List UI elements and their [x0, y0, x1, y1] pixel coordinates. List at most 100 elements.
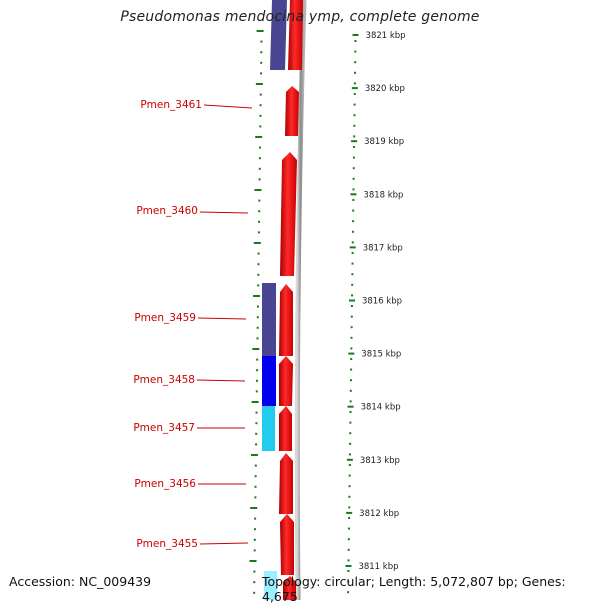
- cog-block-top: [270, 0, 287, 70]
- kbp-minor-tick: [353, 93, 356, 95]
- cog-block-3459: [262, 283, 276, 356]
- kbp-minor-tick: [352, 199, 355, 201]
- inner-minor-tick: [260, 40, 263, 43]
- inner-major-tick: [251, 401, 259, 403]
- inner-minor-tick: [255, 443, 258, 446]
- inner-minor-tick: [255, 379, 258, 382]
- kbp-minor-tick: [347, 527, 350, 530]
- cog-block-3458: [262, 356, 276, 406]
- kbp-major-tick: [349, 246, 356, 249]
- kbp-minor-tick: [352, 220, 355, 223]
- kbp-minor-tick: [349, 442, 352, 445]
- inner-minor-tick: [259, 125, 262, 128]
- kbp-tick-label: 3812 kbp: [359, 509, 399, 519]
- kbp-tick-label: 3814 kbp: [361, 403, 401, 413]
- kbp-minor-tick: [349, 411, 352, 413]
- kbp-minor-tick: [347, 580, 350, 583]
- kbp-minor-tick: [354, 40, 357, 42]
- inner-major-tick: [253, 295, 261, 297]
- inner-minor-tick: [255, 422, 258, 425]
- inner-minor-tick: [258, 220, 261, 223]
- leader-line-3458: [196, 379, 246, 382]
- gene-arrow-bottom: [283, 576, 296, 600]
- kbp-scale: 3821 kbp 3820 kbp 3819 kbp 3818 kbp 3817 kbp…: [345, 31, 406, 594]
- inner-minor-tick: [258, 178, 261, 181]
- inner-minor-tick: [257, 263, 260, 266]
- genome-backbone: [294, 0, 307, 600]
- kbp-minor-tick: [348, 517, 351, 519]
- inner-major-tick: [254, 189, 262, 191]
- inner-minor-tick: [259, 146, 262, 149]
- inner-major-tick: [256, 30, 264, 32]
- kbp-minor-tick: [353, 82, 356, 85]
- kbp-minor-tick: [349, 400, 352, 403]
- inner-minor-tick: [257, 284, 260, 287]
- gene-label-3457: Pmen_3457: [133, 422, 195, 434]
- kbp-tick-label: 3811 kbp: [358, 562, 398, 572]
- kbp-minor-tick: [352, 177, 355, 180]
- kbp-minor-tick: [350, 347, 353, 350]
- kbp-minor-tick: [349, 421, 352, 424]
- kbp-minor-tick: [354, 50, 357, 53]
- inner-minor-tick: [253, 570, 256, 573]
- gene-arrow-3457: [279, 406, 292, 451]
- kbp-minor-tick: [350, 305, 353, 307]
- inner-minor-tick: [256, 369, 259, 372]
- kbp-tick-label: 3818 kbp: [363, 190, 403, 200]
- inner-minor-tick: [254, 464, 257, 467]
- kbp-minor-tick: [351, 283, 354, 286]
- inner-minor-tick: [253, 528, 256, 531]
- gene-label-3461: Pmen_3461: [140, 99, 202, 111]
- inner-major-tick: [250, 454, 258, 456]
- kbp-minor-tick: [350, 358, 353, 360]
- inner-minor-tick: [253, 591, 256, 594]
- leader-line-3455: [199, 542, 249, 545]
- kbp-major-tick: [350, 193, 357, 196]
- kbp-minor-tick: [353, 124, 356, 127]
- inner-minor-tick: [256, 326, 259, 329]
- kbp-minor-tick: [351, 273, 354, 276]
- kbp-major-tick: [351, 140, 358, 143]
- kbp-minor-tick: [353, 146, 356, 148]
- inner-minor-tick: [260, 61, 263, 64]
- kbp-minor-tick: [350, 336, 353, 339]
- inner-minor-tick: [256, 358, 259, 361]
- kbp-major-tick: [351, 87, 358, 90]
- gene-label-3455: Pmen_3455: [136, 538, 198, 550]
- gene-arrow-3461: [285, 86, 299, 136]
- kbp-minor-tick: [348, 495, 351, 498]
- kbp-major-tick: [347, 405, 354, 408]
- inner-minor-tick: [256, 316, 259, 319]
- kbp-minor-tick: [351, 230, 354, 233]
- inner-major-tick: [253, 242, 261, 244]
- kbp-minor-tick: [351, 294, 354, 297]
- kbp-minor-tick: [352, 167, 355, 170]
- kbp-minor-tick: [353, 114, 356, 117]
- gene-arrow-3459: [279, 284, 293, 356]
- inner-minor-tick: [260, 51, 263, 54]
- leader-line-3459: [197, 317, 247, 320]
- gene-arrows: [279, 0, 303, 600]
- inner-minor-tick: [253, 549, 256, 552]
- kbp-tick-label: 3813 kbp: [360, 456, 400, 466]
- inner-minor-tick: [254, 485, 257, 488]
- kbp-minor-tick: [350, 315, 353, 318]
- kbp-minor-tick: [349, 379, 352, 382]
- kbp-tick-label: 3820 kbp: [365, 84, 405, 94]
- inner-minor-tick: [258, 210, 261, 213]
- kbp-minor-tick: [353, 135, 356, 138]
- gene-label-3460: Pmen_3460: [136, 205, 198, 217]
- inner-minor-tick: [259, 114, 262, 117]
- kbp-minor-tick: [350, 368, 353, 371]
- kbp-minor-tick: [352, 156, 355, 159]
- inner-major-tick: [255, 136, 263, 138]
- kbp-minor-tick: [348, 453, 351, 456]
- kbp-minor-tick: [349, 432, 352, 435]
- kbp-minor-tick: [352, 209, 355, 212]
- accession-text: Accession: NC_009439: [9, 574, 152, 589]
- gene-label-3456: Pmen_3456: [134, 478, 196, 490]
- kbp-minor-tick: [354, 61, 357, 64]
- kbp-minor-tick: [347, 548, 350, 551]
- kbp-tick-label: 3817 kbp: [363, 243, 403, 253]
